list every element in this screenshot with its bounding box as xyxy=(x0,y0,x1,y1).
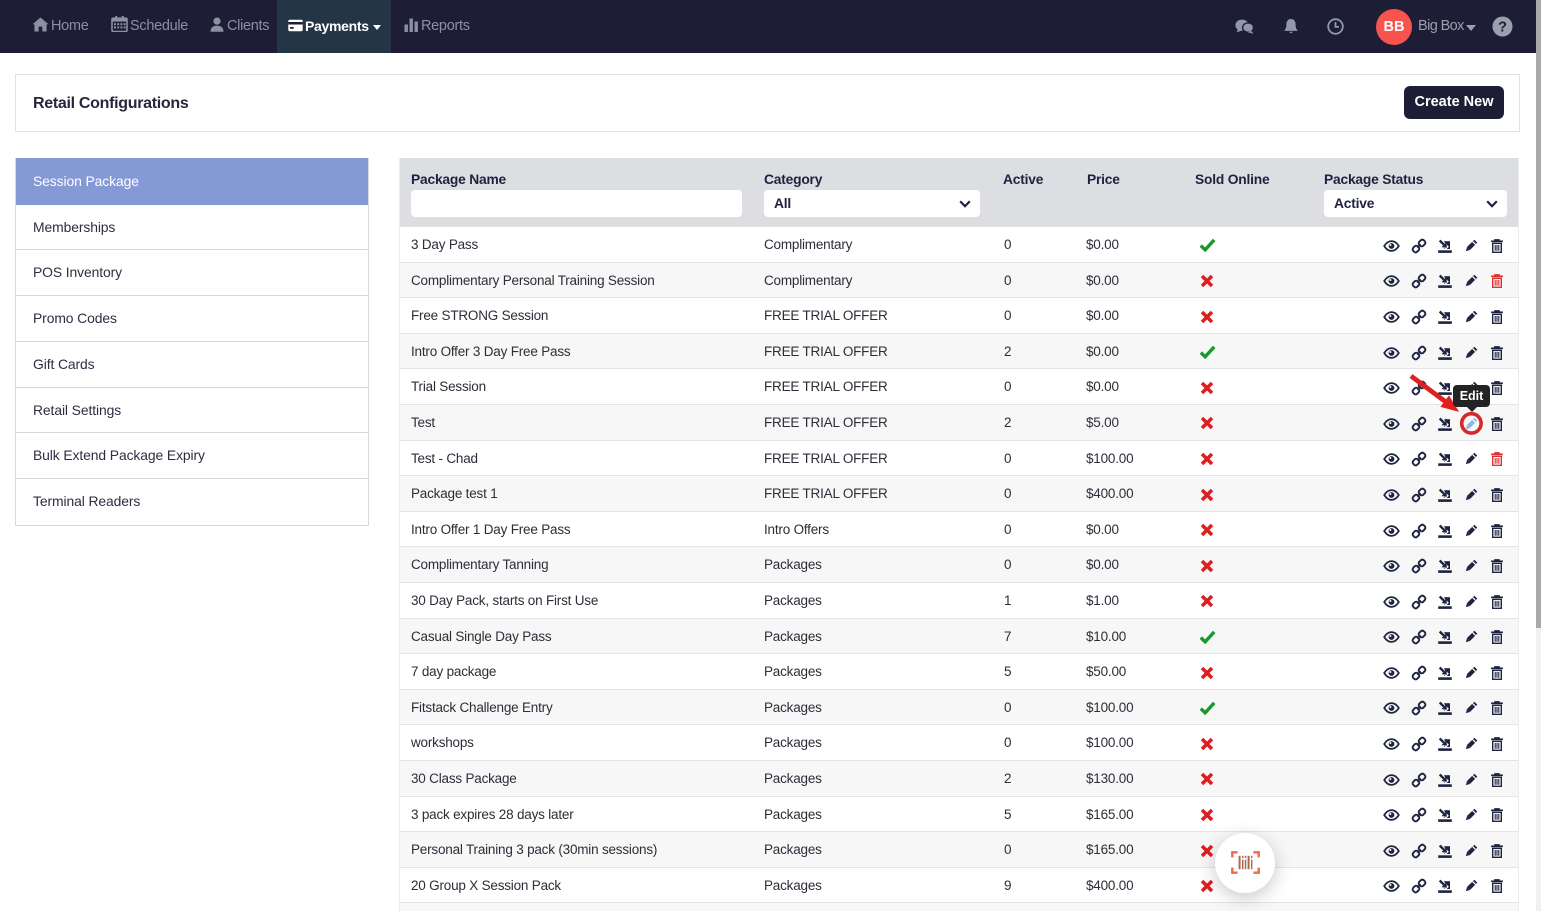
svg-text:?: ? xyxy=(1498,20,1507,36)
